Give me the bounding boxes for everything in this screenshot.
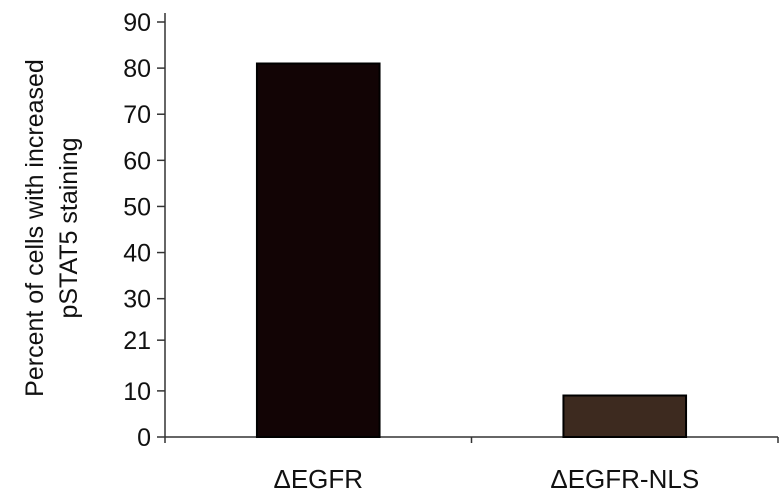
y-tick-label: 50 [123, 193, 151, 221]
y-axis: 0 10 21 30 40 50 60 70 80 90 [123, 9, 166, 452]
y-axis-title: Percent of cells with increased pSTAT5 s… [21, 59, 83, 397]
y-axis-title-line-2: pSTAT5 staining [55, 137, 83, 318]
category-labels: ΔEGFR ΔEGFR-NLS [273, 464, 699, 494]
y-tick-label: 21 [123, 327, 151, 355]
y-tick-label: 90 [123, 9, 151, 37]
y-tick-label: 70 [123, 101, 151, 129]
bars [255, 62, 688, 438]
bar-degfr [255, 62, 381, 438]
x-category-label: ΔEGFR-NLS [550, 464, 699, 494]
y-tick-label: 10 [123, 378, 151, 406]
y-tick-label: 0 [137, 424, 151, 452]
y-tick-label: 40 [123, 240, 151, 268]
bar-degfr-nls [562, 394, 688, 438]
y-tick-label: 60 [123, 147, 151, 175]
y-tick-label: 30 [123, 286, 151, 314]
y-axis-title-line-1: Percent of cells with increased [21, 59, 49, 397]
x-category-label: ΔEGFR [273, 464, 363, 494]
y-tick-label: 80 [123, 55, 151, 83]
